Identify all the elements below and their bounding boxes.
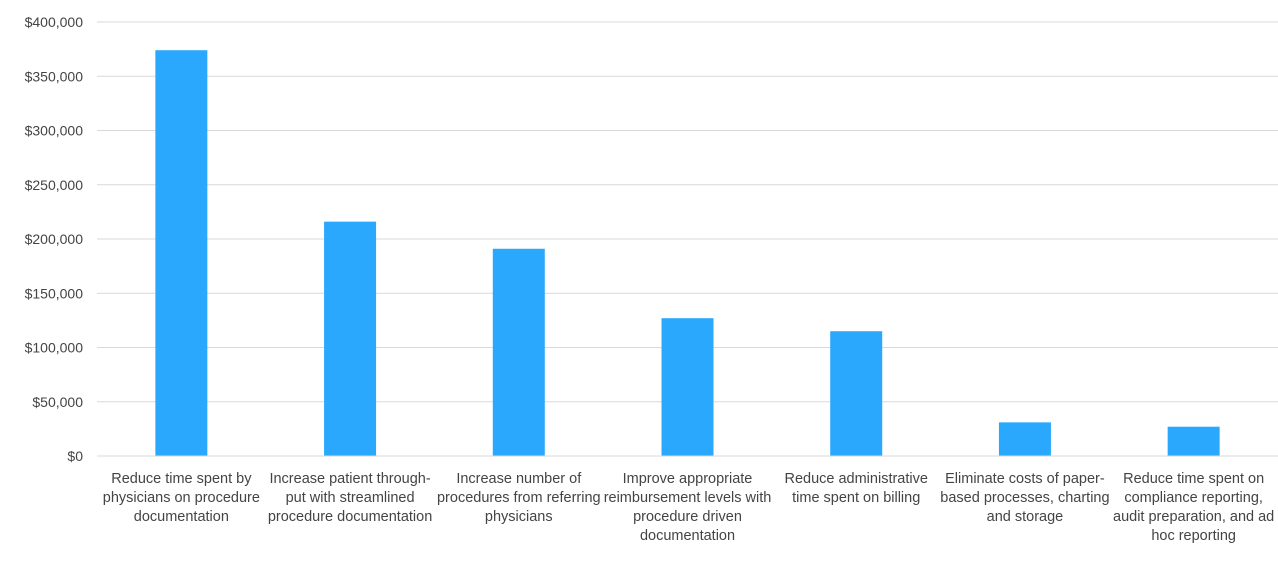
x-category-label: Reduce administrative time spent on bill… (784, 471, 928, 506)
x-category-label: Increase patient through-put with stream… (267, 471, 433, 525)
x-category-label: Increase number of procedures from refer… (436, 471, 601, 525)
gridlines (97, 21, 1278, 457)
bar (998, 422, 1051, 456)
x-category-label: Eliminate costs of paper-based processes… (940, 471, 1110, 525)
bar (1167, 426, 1220, 456)
bar (155, 50, 208, 457)
bar (830, 331, 883, 456)
bars (155, 50, 1220, 457)
y-tick-label: $350,000 (25, 68, 84, 84)
y-tick-label: $150,000 (25, 285, 84, 301)
y-tick-label: $0 (67, 448, 83, 464)
y-tick-label: $400,000 (25, 14, 84, 30)
y-axis-tick-labels: $0 $50,000 $100,000 $150,000 $200,000 $250,00… (25, 14, 84, 464)
y-tick-label: $200,000 (25, 231, 84, 247)
y-tick-label: $100,000 (25, 340, 84, 356)
bar (324, 221, 377, 456)
x-category-label: Reduce time spent on compliance reportin… (1113, 471, 1275, 544)
x-category-label: Reduce time spent by physicians on proce… (102, 471, 260, 525)
bar (661, 318, 714, 456)
y-tick-label: $300,000 (25, 123, 84, 139)
bar (492, 248, 545, 456)
y-tick-label: $50,000 (32, 394, 83, 410)
y-tick-label: $250,000 (25, 177, 84, 193)
x-category-label: Improve appropriate reimbursement levels… (603, 471, 772, 544)
